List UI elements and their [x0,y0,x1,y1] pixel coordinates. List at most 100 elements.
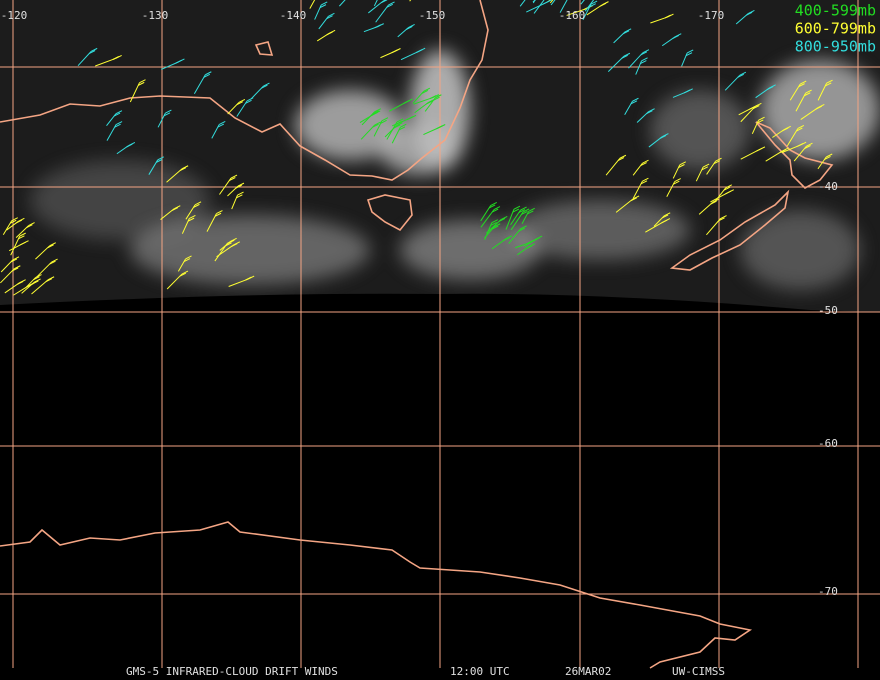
wind-barb [412,87,431,104]
barb-shaft [706,218,721,236]
barb-flag [137,81,145,86]
barb-shaft [161,61,179,70]
barb-shaft [605,157,621,176]
barb-shaft [566,8,587,16]
latitude-label: -70 [818,585,838,598]
wind-barb [735,9,755,25]
barb-flag [528,207,535,212]
wind-barb [624,97,639,116]
wind-barb [582,0,598,21]
barb-flag [372,123,379,128]
wind-barb [185,201,202,220]
wind-barb [523,235,543,248]
latitude-labels: -40 -50 -60 -70 [818,180,838,598]
barb-shaft [228,278,249,287]
wind-barb [772,125,791,138]
barb-flag [403,99,411,104]
wind-barb [486,215,508,234]
barb-flag [15,219,23,224]
barb-flag [642,177,649,182]
barb-flag [225,242,232,247]
barb-flag [263,82,270,87]
barb-flag [10,258,18,263]
barb-flag [396,118,404,123]
barb-flag [590,0,598,5]
wind-barb [386,118,404,140]
barb-shaft [505,209,515,230]
barb-shaft [219,177,232,195]
barb-flag [796,127,803,132]
barb-flag [533,237,540,242]
barb-flag [398,126,406,131]
barb-flag [797,142,804,147]
barb-flag [394,124,401,129]
barb-shaft [698,201,714,215]
wind-barb [698,198,719,215]
barb-flag [599,2,607,7]
barb-flag [513,205,521,210]
barb-flag [236,194,243,199]
barb-shaft [817,83,827,101]
wind-barb [177,255,192,272]
barb-flag [589,3,596,8]
barb-flag [526,244,533,249]
barb-flag [231,243,238,247]
barb-flag [11,267,19,272]
legend-entry: 400-599mb [795,2,876,20]
barb-flag [632,195,640,200]
barb-flag [713,160,721,165]
barb-flag [171,207,179,211]
barb-flag [45,278,53,283]
wind-barb [116,141,136,155]
barb-shaft [0,268,15,284]
barb-flag [640,162,647,167]
barb-flag [826,79,833,84]
barb-flag [406,25,413,30]
wind-barb [681,49,694,67]
barb-shaft [106,124,117,141]
barb-flag [756,147,763,152]
footer-title: GMS-5 INFRARED-CLOUD DRIFT WINDS [126,665,338,678]
wind-barb [781,141,807,154]
barb-shaft [765,150,783,162]
wind-barb [384,122,403,138]
legend-entry: 800-950mb [795,38,876,56]
wind-barb [740,102,762,123]
barb-flag [49,260,56,265]
barb-flag [758,116,765,121]
barb-flag [28,222,35,227]
barb-shaft [10,235,21,256]
barb-shaft [740,149,760,160]
barb-shaft [607,55,625,73]
barb-flag [646,110,653,115]
barb-flag [175,59,182,64]
wind-barb [672,161,687,179]
wind-barb [517,243,536,256]
barb-shaft [526,2,547,13]
barb-flag [642,49,650,54]
barb-shaft [400,50,420,61]
barb-flag [632,97,639,102]
barb-flag [663,212,671,217]
barb-flag [712,198,719,203]
barb-flag [493,223,501,228]
wind-barb [206,210,223,232]
barb-flag [183,258,191,263]
wind-barb [397,23,415,38]
latitude-label: -40 [818,180,838,193]
wind-barb [508,225,527,244]
barb-flag [679,161,687,166]
wind-barb [645,218,671,233]
wind-barb [35,258,58,278]
wind-barb [227,99,246,115]
barb-flag [720,215,727,219]
wind-barb [160,205,181,220]
barb-shaft [368,0,384,14]
wind-barb [632,177,649,199]
wind-barb [8,240,29,252]
barb-shaft [360,124,375,140]
barb-flag [51,258,58,263]
barb-flag [659,134,667,139]
barb-flag [619,154,627,159]
barb-shaft [214,243,228,262]
